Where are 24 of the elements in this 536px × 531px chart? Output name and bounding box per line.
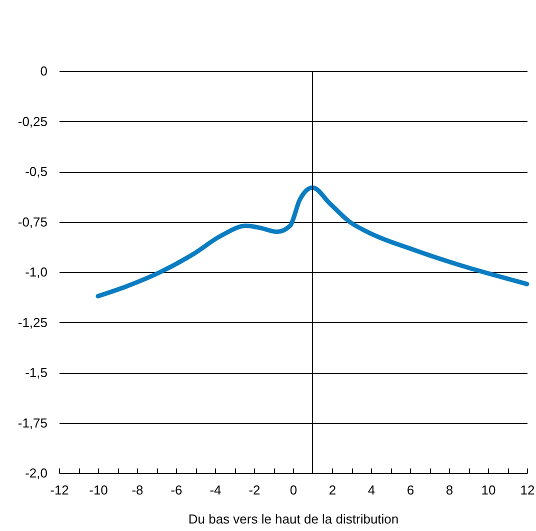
- y-tick-label: -0,75: [18, 214, 48, 230]
- y-tick-label: -0,25: [18, 114, 48, 129]
- y-tick-label: -1,0: [25, 264, 48, 280]
- x-tick-label: -6: [170, 482, 182, 498]
- x-tick-label: 6: [406, 482, 414, 498]
- line-series: [96, 185, 530, 298]
- x-tick-label: 4: [368, 482, 376, 498]
- x-tick-label: 0: [290, 482, 298, 498]
- x-axis-title: Du bas vers le haut de la distribution: [188, 512, 399, 526]
- x-tick-label: 2: [328, 482, 336, 498]
- y-tick-label: -1,25: [18, 314, 48, 330]
- x-tick-label: 10: [481, 482, 496, 498]
- x-tick-label: -12: [50, 482, 69, 498]
- x-tick-label: -4: [210, 482, 222, 498]
- y-tick-label: -1,75: [18, 415, 48, 430]
- x-tick-label: -8: [132, 482, 144, 498]
- y-tick-label: -1,5: [25, 365, 48, 380]
- y-tick-label: -0,5: [25, 164, 48, 179]
- x-tick-label: -10: [89, 482, 108, 498]
- x-tick-label: -2: [248, 482, 260, 498]
- x-tick-label: 8: [446, 482, 454, 498]
- y-tick-label: -2,0: [25, 466, 48, 480]
- y-tick-label: 0: [40, 64, 48, 78]
- x-tick-label: 12: [520, 482, 535, 498]
